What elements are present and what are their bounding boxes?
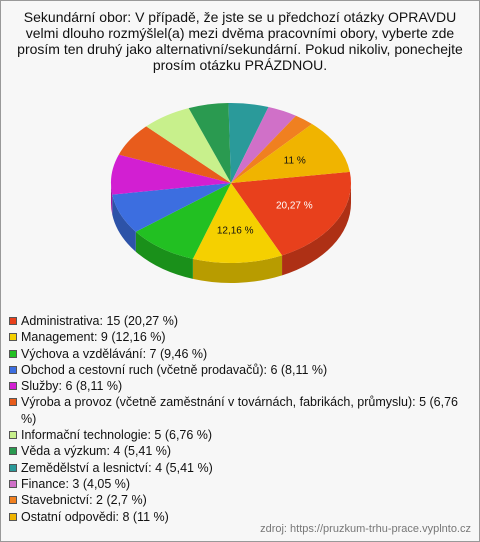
- legend-swatch: [9, 333, 17, 342]
- data-label: 11 %: [284, 155, 306, 166]
- legend-item: Výroba a provoz (včetně zaměstnání v tov…: [9, 394, 469, 427]
- slice: [231, 115, 313, 183]
- legend-item: Ostatní odpovědi: 8 (11 %): [9, 509, 469, 525]
- legend-swatch: [9, 398, 17, 407]
- legend-swatch: [9, 496, 17, 505]
- chart: 20,27 % 12,16 % 11 %: [110, 103, 351, 283]
- legend-swatch: [9, 317, 17, 325]
- legend-swatch: [9, 512, 17, 521]
- legend-label: Služby: 6 (8,11 %): [21, 379, 123, 394]
- source: zdroj: https://pruzkum-trhu-prace.vyplnt…: [260, 523, 471, 535]
- legend-item: Informační technologie: 5 (6,76 %): [9, 427, 469, 443]
- slice: [231, 107, 296, 183]
- legend-item: Stavebnictví: 2 (2,7 %): [9, 492, 469, 508]
- chart-title: Sekundární obor: V případě, že jste se u…: [17, 9, 463, 73]
- slice-side: [110, 183, 113, 215]
- slice-side: [192, 255, 283, 283]
- legend-label: Administrativa: 15 (20,27 %): [21, 314, 179, 328]
- legend-label: Ostatní odpovědi: 8 (11 %): [21, 509, 169, 524]
- legend-swatch: [9, 431, 17, 440]
- legend-swatch: [9, 463, 17, 472]
- slice: [110, 154, 231, 195]
- slice-side: [135, 231, 193, 279]
- slice-side: [112, 194, 136, 252]
- legend-label: Výroba a provoz (včetně zaměstnání v tov…: [21, 395, 459, 426]
- slice: [231, 124, 350, 183]
- slice: [231, 171, 351, 256]
- legend-label: Výchova a vzdělávání: 7 (9,46 %): [21, 346, 208, 361]
- slice-side: [282, 183, 351, 276]
- legend-item: Věda a výzkum: 4 (5,41 %): [9, 443, 469, 459]
- legend-item: Zemědělství a lesnictví: 4 (5,41 %): [9, 460, 469, 476]
- legend-item: Výchova a vzdělávání: 7 (9,46 %): [9, 346, 469, 362]
- slice: [228, 103, 269, 183]
- legend-swatch: [9, 349, 17, 358]
- slice: [192, 183, 283, 263]
- legend-label: Věda a výzkum: 4 (5,41 %): [21, 444, 172, 459]
- slice: [118, 126, 231, 183]
- legend-label: Zemědělství a lesnictví: 4 (5,41 %): [21, 460, 213, 475]
- legend-label: Obchod a cestovní ruch (včetně prodavačů…: [21, 362, 328, 377]
- legend: Administrativa: 15 (20,27 %) Management: …: [9, 313, 469, 525]
- legend-label: Stavebnictví: 2 (2,7 %): [21, 493, 147, 508]
- legend-swatch: [9, 479, 17, 488]
- slice: [135, 183, 231, 259]
- slice: [188, 103, 231, 183]
- legend-item: Management: 9 (12,16 %): [9, 329, 469, 345]
- legend-swatch: [9, 382, 17, 391]
- legend-label: Finance: 3 (4,05 %): [21, 476, 131, 491]
- slice: [146, 108, 231, 183]
- data-label: 20,27 %: [276, 200, 313, 211]
- data-label: 12,16 %: [217, 226, 254, 237]
- legend-item: Obchod a cestovní ruch (včetně prodavačů…: [9, 362, 469, 378]
- legend-swatch: [9, 365, 17, 374]
- legend-item: Služby: 6 (8,11 %): [9, 378, 469, 394]
- slice: [112, 183, 231, 232]
- legend-label: Informační technologie: 5 (6,76 %): [21, 428, 213, 443]
- legend-item: Finance: 3 (4,05 %): [9, 476, 469, 492]
- legend-label: Management: 9 (12,16 %): [21, 330, 166, 345]
- legend-item: Administrativa: 15 (20,27 %): [9, 313, 469, 329]
- legend-swatch: [9, 447, 17, 456]
